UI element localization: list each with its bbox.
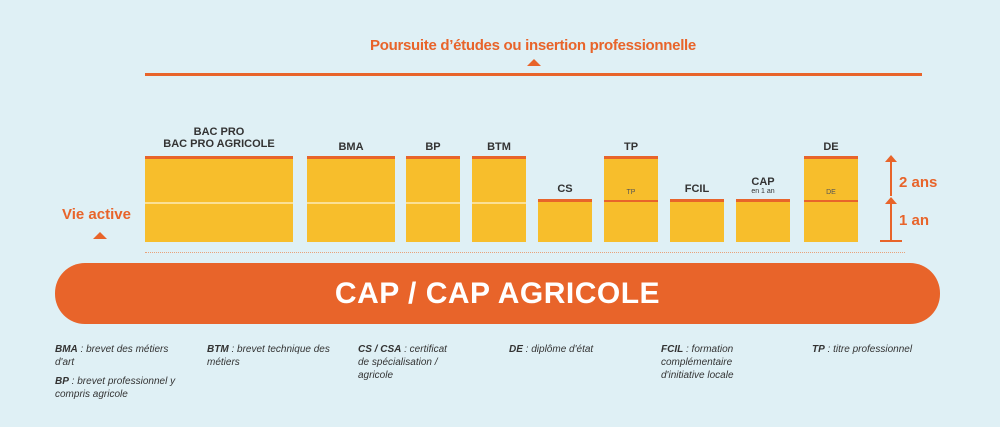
bar-tp-mid-label: TP: [626, 189, 636, 196]
bar-bma: [307, 156, 395, 242]
label-bac-pro-line2: BAC PRO AGRICOLE: [163, 138, 275, 150]
legend-fcil-abbr: FCIL: [661, 344, 684, 355]
label-btm: BTM: [487, 141, 511, 153]
bar-bac-pro: [145, 156, 293, 242]
legend-btm-abbr: BTM: [207, 344, 229, 355]
legend-btm: BTM : brevet technique des métiers: [207, 343, 332, 369]
legend-cs-text: : certificat de spécialisation / agricol…: [358, 344, 447, 381]
scale-label-1-an: 1 an: [899, 212, 930, 229]
label-fcil: FCIL: [684, 183, 710, 195]
legend-tp: TP : titre professionnel: [812, 343, 942, 356]
legend-tp-abbr: TP: [812, 344, 825, 355]
legend-de-text: : diplôme d'état: [522, 344, 594, 355]
bar-mid-line: [406, 202, 460, 204]
legend-de: DE : diplôme d'état: [509, 343, 639, 356]
vie-active-arrow-icon: [93, 232, 107, 239]
legend-bma-abbr: BMA: [55, 344, 78, 355]
legend-bp-abbr: BP: [55, 376, 69, 387]
label-bp: BP: [425, 141, 441, 153]
bar-cap-1an: [736, 199, 790, 242]
legend-fcil-text: : formation complémentaire d'initiative …: [661, 344, 734, 381]
up-arrow-icon: [527, 59, 541, 66]
bar-btm: [472, 156, 526, 242]
bar-de-mid-label: DE: [826, 189, 836, 196]
label-bac-pro-line1: BAC PRO: [193, 126, 245, 138]
label-cap-sub: en 1 an: [751, 188, 775, 195]
legend-fcil: FCIL : formation complémentaire d'initia…: [661, 343, 761, 382]
label-tp: TP: [623, 141, 639, 153]
baseline-divider: [145, 252, 905, 253]
bar-bp: [406, 156, 460, 242]
scale-line-upper: [890, 162, 892, 196]
label-cap-1an: CAP en 1 an: [736, 176, 790, 196]
legend-cs-abbr: CS / CSA: [358, 344, 402, 355]
bar-mid-line: [307, 202, 395, 204]
bar-tp: TP: [604, 156, 658, 242]
bar-de: DE: [804, 156, 858, 242]
legend-bma-text: : brevet des métiers d'art: [55, 344, 169, 368]
bar-fcil: [670, 199, 724, 242]
bar-cs: [538, 199, 592, 242]
legend-tp-text: : titre professionnel: [824, 344, 913, 355]
legend-btm-text: : brevet technique des métiers: [207, 344, 330, 368]
scale-base-tick: [880, 240, 902, 242]
label-bac-pro: BAC PRO BAC PRO AGRICOLE: [145, 126, 293, 150]
label-bma: BMA: [338, 141, 364, 153]
cap-banner: CAP / CAP AGRICOLE: [55, 263, 940, 324]
legend-de-abbr: DE: [509, 344, 523, 355]
bar-mid-line: [145, 202, 293, 204]
legend-cs: CS / CSA : certificat de spécialisation …: [358, 343, 458, 382]
bar-mid-line: [604, 200, 658, 202]
top-title: Poursuite d’études ou insertion professi…: [370, 37, 696, 54]
scale-line-lower: [890, 204, 892, 241]
scale-label-2-ans: 2 ans: [899, 174, 938, 191]
label-de: DE: [823, 141, 839, 153]
top-divider-line: [145, 73, 922, 76]
legend-bp: BP : brevet professionnel y compris agri…: [55, 375, 190, 401]
legend-bp-text: : brevet professionnel y compris agricol…: [55, 376, 176, 400]
bar-mid-line: [804, 200, 858, 202]
vie-active-label: Vie active: [62, 206, 131, 223]
label-cap: CAP: [751, 176, 775, 188]
scale-arrow-top-icon: [885, 155, 897, 162]
legend-bma: BMA : brevet des métiers d'art: [55, 343, 185, 369]
bar-mid-line: [472, 202, 526, 204]
scale-arrow-mid-icon: [885, 197, 897, 204]
label-cs: CS: [557, 183, 573, 195]
